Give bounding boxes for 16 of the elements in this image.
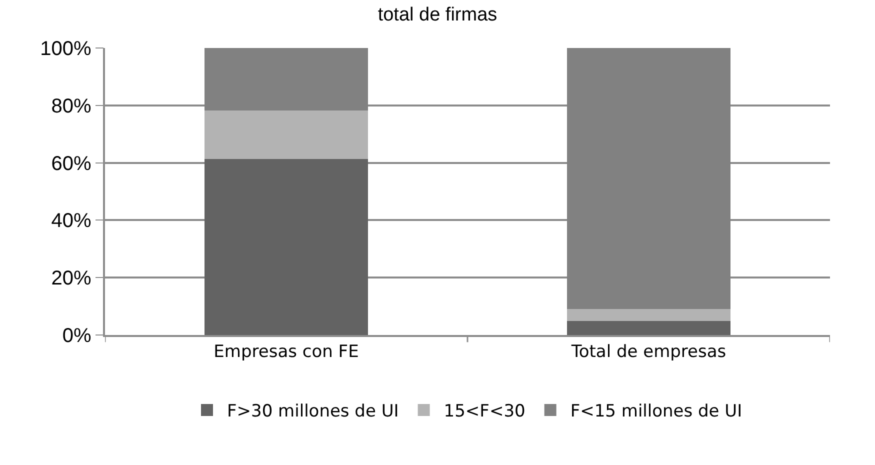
y-tick-label: 20% bbox=[51, 268, 92, 290]
bar bbox=[567, 308, 730, 321]
legend-label: F<15 millones de UI bbox=[570, 402, 742, 422]
x-tick-label: Empresas con FE bbox=[214, 342, 359, 362]
y-tick-label: 100% bbox=[40, 38, 92, 60]
legend-label: F>30 millones de UI bbox=[227, 402, 399, 422]
y-tick-label: 40% bbox=[51, 210, 92, 232]
y-tick-label: 60% bbox=[51, 152, 92, 175]
bar bbox=[204, 158, 368, 335]
legend-label: 15<F<30 bbox=[444, 402, 526, 422]
chart-title: total de firmas bbox=[378, 4, 498, 26]
y-tick-label: 80% bbox=[51, 95, 92, 118]
bar bbox=[204, 110, 368, 159]
bar bbox=[567, 320, 730, 335]
x-tick-label: Total de empresas bbox=[570, 342, 726, 362]
y-tick-label: 0% bbox=[62, 325, 92, 347]
